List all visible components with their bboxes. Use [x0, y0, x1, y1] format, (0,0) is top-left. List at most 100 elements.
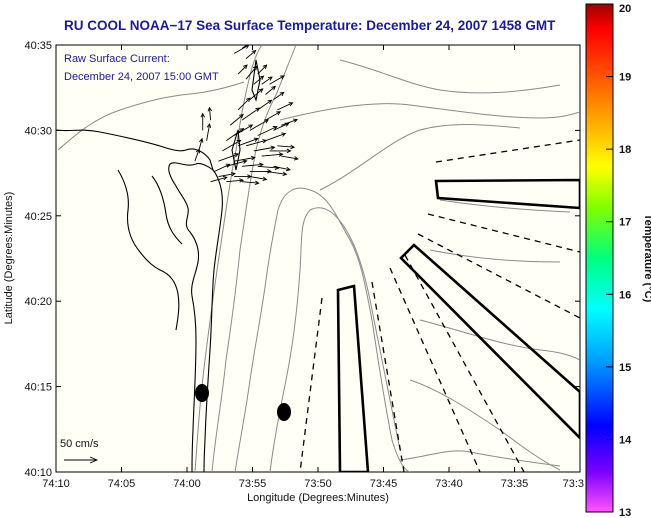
current-vector-head: [239, 178, 245, 183]
current-vector: [273, 92, 285, 101]
coastline: [56, 59, 261, 472]
shipping-lane-boxes: [336, 178, 580, 472]
current-vector: [226, 128, 244, 142]
current-vector-head: [246, 97, 251, 102]
x-tick-label: 73:3: [563, 478, 584, 490]
current-vector: [241, 163, 263, 167]
current-vector-head: [282, 171, 288, 177]
y-tick-label: 40:15: [24, 382, 52, 394]
current-vector-head: [259, 75, 265, 81]
current-vector-head: [270, 145, 276, 151]
inset-line-1: Raw Surface Current:: [64, 53, 170, 65]
current-vector: [218, 173, 236, 177]
current-vector-head: [258, 88, 264, 93]
current-vector: [209, 107, 212, 121]
current-vector: [233, 45, 249, 54]
colorbar-tick-label: 20: [619, 3, 631, 15]
current-vector: [257, 126, 277, 136]
current-vector: [233, 124, 253, 136]
dashed-radial-lines: [299, 139, 580, 472]
current-vector-head: [195, 148, 201, 154]
figure-title: RU COOL NOAA−17 Sea Surface Temperature:…: [64, 18, 556, 33]
x-axis-label: Longitude (Degrees:Minutes): [247, 492, 389, 504]
current-vector: [253, 146, 275, 152]
current-vector: [269, 75, 285, 85]
current-vector-head: [242, 159, 248, 164]
current-vector-head: [262, 139, 268, 144]
colorbar-tick-label: 18: [619, 144, 631, 156]
x-tick-label: 73:55: [239, 478, 267, 490]
x-tick-label: 73:45: [370, 478, 398, 490]
current-vector: [194, 149, 200, 162]
current-vector: [229, 114, 244, 126]
scale-arrowhead: [89, 456, 99, 464]
current-vector-head: [267, 99, 273, 105]
current-vector-head: [248, 124, 254, 129]
current-vector-head: [222, 176, 228, 181]
current-vector: [206, 124, 211, 141]
current-vector: [281, 155, 298, 160]
current-vector: [237, 64, 248, 75]
x-tick-label: 73:35: [501, 478, 529, 490]
y-axis-label: Latitude (Degrees:Minutes): [3, 192, 15, 325]
current-vector: [242, 34, 254, 38]
current-vector-head: [262, 64, 268, 70]
current-vector-head: [293, 156, 299, 161]
current-vector: [257, 165, 279, 169]
current-vector-head: [276, 111, 282, 116]
current-vector-head: [248, 41, 252, 45]
current-vector-head: [290, 144, 296, 150]
current-vector: [237, 97, 251, 111]
current-vector: [226, 179, 244, 183]
current-vector: [210, 176, 227, 183]
current-vector: [277, 145, 295, 148]
current-vector-head: [199, 137, 204, 143]
colorbar-tick-label: 15: [619, 362, 631, 374]
current-vector-head: [231, 171, 236, 177]
current-vector-head: [281, 132, 287, 137]
current-vector-head: [285, 166, 291, 172]
temperature-colorbar: [585, 3, 614, 513]
x-tick-label: 74:10: [42, 478, 70, 490]
current-vector-head: [225, 163, 231, 168]
current-vector-head: [200, 112, 205, 118]
current-vector: [277, 102, 293, 111]
map-frame: [55, 44, 581, 473]
current-vector-head: [253, 137, 259, 142]
x-tick-label: 73:40: [435, 478, 463, 490]
current-vector: [265, 170, 287, 175]
current-vector: [249, 88, 264, 101]
current-vector-head: [207, 106, 212, 112]
current-vector: [241, 107, 260, 121]
colorbar-tick-label: 19: [619, 72, 631, 84]
current-vector-head: [272, 126, 278, 131]
current-vector: [261, 76, 273, 85]
y-axis-ticks: 40:35 40:30 40:25 40:20 40:15 40:10: [24, 40, 580, 479]
current-vector: [265, 133, 286, 142]
current-vector: [281, 119, 298, 126]
x-tick-label: 74:05: [108, 478, 136, 490]
colorbar-tick-label: 17: [619, 217, 631, 229]
current-vector-head: [293, 118, 299, 123]
x-tick-label: 73:50: [304, 478, 332, 490]
y-tick-label: 40:30: [24, 125, 52, 137]
current-vector-head: [264, 119, 269, 124]
current-vector: [245, 50, 256, 60]
x-tick-label: 74:00: [173, 478, 201, 490]
current-vector: [241, 181, 259, 184]
current-vector-head: [267, 76, 273, 81]
current-vector: [249, 176, 267, 180]
current-vector-head: [259, 162, 264, 167]
x-axis-ticks: 74:10 74:05 74:00 73:55 73:50 73:45 73:40 73:35…: [42, 45, 584, 490]
current-vector-head: [228, 5, 232, 9]
current-vector: [273, 165, 290, 171]
current-vector: [241, 45, 248, 49]
current-vector-head: [267, 169, 272, 174]
current-vector-head: [206, 123, 212, 129]
buoy-marker-1: [195, 384, 209, 402]
colorbar-tick-label: 13: [619, 507, 631, 518]
current-vector-head: [239, 113, 244, 119]
current-vector-head: [271, 85, 277, 91]
current-vector-head: [250, 155, 256, 161]
y-tick-label: 40:20: [24, 296, 52, 308]
